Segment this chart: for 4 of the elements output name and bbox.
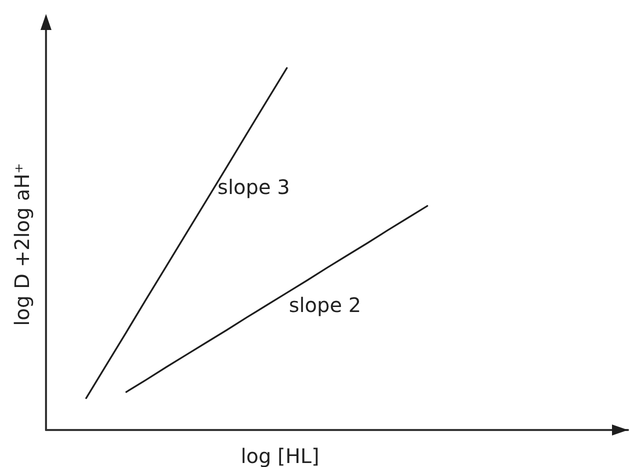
- x-axis-title: log [HL]: [240, 444, 320, 467]
- series-label: slope 2: [288, 292, 362, 317]
- series-label: slope 3: [218, 175, 290, 200]
- y-axis-title: log D +2log aH⁺: [10, 163, 34, 326]
